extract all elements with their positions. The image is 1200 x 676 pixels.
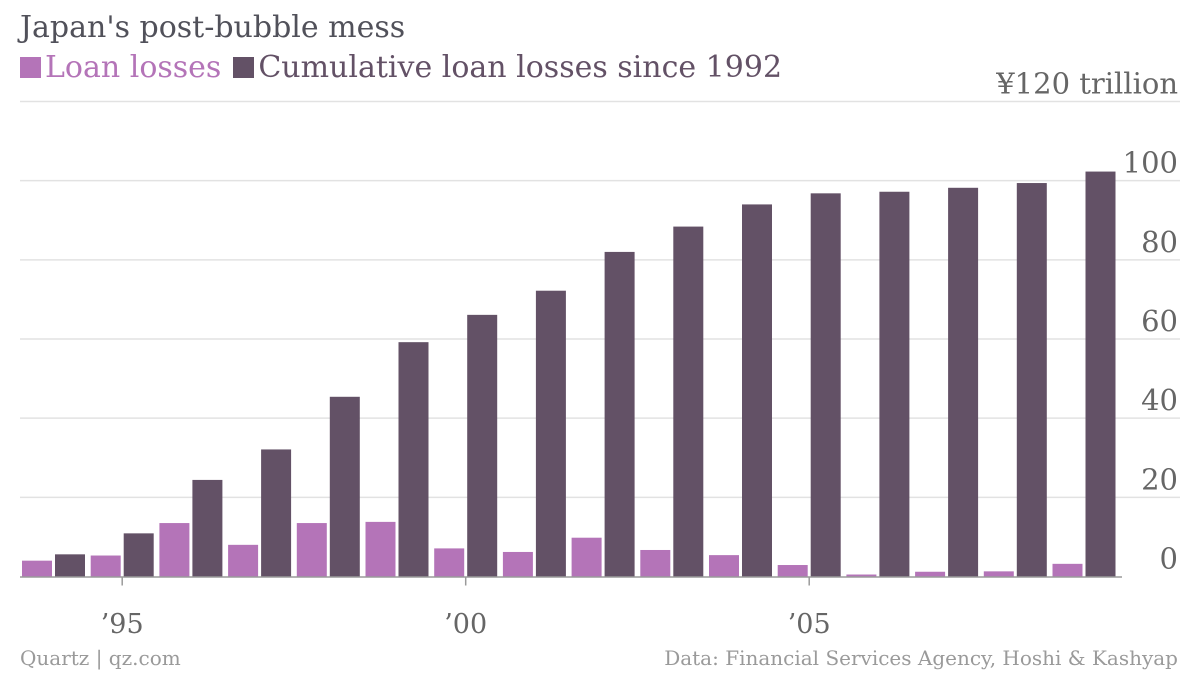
bar-cumulative-2002 xyxy=(604,251,635,577)
y-tick-label-80: 80 xyxy=(1141,225,1178,259)
y-tick-label-0: 0 xyxy=(1160,542,1178,576)
bar-cumulative-2001 xyxy=(535,290,566,577)
bar-cumulative-2006 xyxy=(879,191,910,577)
bar-loan-losses-2001 xyxy=(502,551,533,577)
bar-cumulative-2008 xyxy=(1016,183,1047,577)
bar-loan-losses-1994 xyxy=(22,560,52,577)
y-tick-label-40: 40 xyxy=(1141,383,1178,417)
source-credit: Quartz | qz.com xyxy=(20,646,181,670)
x-tick-label-2005: ’05 xyxy=(788,609,831,640)
bar-loan-losses-2003 xyxy=(640,549,671,577)
bar-loan-losses-2005 xyxy=(777,565,808,577)
bar-cumulative-2004 xyxy=(742,204,772,577)
bar-cumulative-1997 xyxy=(261,449,292,577)
legend-item-loan-losses: Loan losses xyxy=(20,50,221,85)
bar-loan-losses-2000 xyxy=(434,548,465,577)
legend-label-cumulative: Cumulative loan losses since 1992 xyxy=(258,50,783,85)
legend-item-cumulative: Cumulative loan losses since 1992 xyxy=(233,50,782,85)
bar-cumulative-1998 xyxy=(329,396,360,577)
bar-loan-losses-2008 xyxy=(983,571,1014,577)
legend-swatch-loan-losses xyxy=(20,57,41,78)
bar-loan-losses-2002 xyxy=(571,537,602,577)
bar-loan-losses-1998 xyxy=(296,523,327,577)
legend-swatch-cumulative xyxy=(233,57,255,78)
bar-cumulative-1999 xyxy=(398,342,429,577)
x-tick-label-2000: ’00 xyxy=(444,609,487,640)
y-tick-label-100: 100 xyxy=(1123,146,1178,180)
bar-loan-losses-2007 xyxy=(915,571,946,577)
bar-loan-losses-2009 xyxy=(1052,563,1083,577)
bar-cumulative-2007 xyxy=(948,187,979,577)
y-tick-label-120: ¥120 trillion xyxy=(995,67,1178,101)
legend: Loan losses Cumulative loan losses since… xyxy=(20,50,794,85)
bar-loan-losses-1996 xyxy=(159,523,190,577)
bar-cumulative-2000 xyxy=(467,314,498,577)
bar-loan-losses-2004 xyxy=(709,555,739,577)
bar-cumulative-1994 xyxy=(55,554,85,577)
x-tick-label-1995: ’95 xyxy=(101,609,144,640)
bar-cumulative-2009 xyxy=(1085,171,1116,577)
bar-loan-losses-1995 xyxy=(90,555,121,577)
bar-cumulative-2005 xyxy=(810,193,841,577)
data-source: Data: Financial Services Agency, Hoshi &… xyxy=(664,646,1178,670)
bar-loan-losses-1999 xyxy=(365,521,396,577)
y-tick-label-20: 20 xyxy=(1141,462,1178,496)
bar-cumulative-2003 xyxy=(673,226,704,577)
y-tick-label-60: 60 xyxy=(1141,304,1178,338)
bar-cumulative-1995 xyxy=(123,533,154,577)
bar-cumulative-1996 xyxy=(192,479,223,577)
bar-loan-losses-2006 xyxy=(846,574,877,577)
legend-label-loan-losses: Loan losses xyxy=(45,50,222,85)
chart-title: Japan's post-bubble mess xyxy=(20,10,406,45)
bar-loan-losses-1997 xyxy=(228,544,259,577)
